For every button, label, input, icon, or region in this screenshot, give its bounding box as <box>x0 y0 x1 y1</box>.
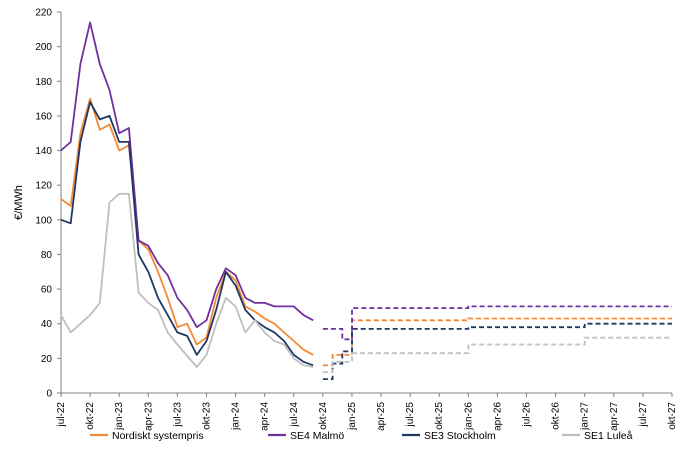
series-line-forecast <box>322 305 672 341</box>
series-line-historical <box>60 101 314 367</box>
y-tick-label: 0 <box>46 389 52 400</box>
legend-label: SE3 Stockholm <box>424 430 496 442</box>
x-tick-label: jul-24 <box>289 402 300 428</box>
y-tick-label: 80 <box>41 250 53 261</box>
axes: 0 20 40 60 80 100 120 140 160 180 200 220 €/MWh jul-2… <box>13 8 678 431</box>
y-tick-label: 120 <box>35 181 52 192</box>
x-tick-label: apr-23 <box>143 402 154 431</box>
series-line-forecast <box>322 322 672 380</box>
x-tick-label: apr-24 <box>260 402 271 431</box>
x-tick-label: jan-25 <box>347 402 358 431</box>
x-tick-label: okt-26 <box>551 402 562 430</box>
y-tick-label: 220 <box>35 8 52 19</box>
y-tick-label: 40 <box>41 319 53 330</box>
x-tick-label: okt-22 <box>85 402 96 430</box>
x-tick-label: jul-23 <box>172 402 183 428</box>
legend-label: SE4 Malmö <box>290 430 344 442</box>
x-tick-label: jan-24 <box>231 402 242 431</box>
x-tick-label: okt-27 <box>667 402 678 430</box>
x-tick-label: jul-26 <box>522 402 533 428</box>
series-line-historical <box>60 97 314 356</box>
y-tick-label: 140 <box>35 146 52 157</box>
x-tick-label: apr-26 <box>492 402 503 431</box>
y-tick-label: 20 <box>41 354 53 365</box>
x-tick-label: jul-27 <box>638 402 649 428</box>
legend-label: SE1 Luleå <box>584 430 633 442</box>
x-tick-label: jul-25 <box>405 402 416 428</box>
x-tick-label: jan-23 <box>114 402 125 431</box>
y-axis-title: €/MWh <box>13 185 25 220</box>
x-tick-label: okt-24 <box>318 402 329 430</box>
y-tick-label: 60 <box>41 285 53 296</box>
y-tick-label: 100 <box>35 215 52 226</box>
y-tick-label: 200 <box>35 42 52 53</box>
x-tick-label: jul-22 <box>56 402 67 428</box>
legend-label: Nordiskt systempris <box>112 430 204 442</box>
y-tick-label: 160 <box>35 111 52 122</box>
series-line-forecast <box>322 336 672 374</box>
x-tick-label: apr-25 <box>376 402 387 431</box>
series-lines <box>60 21 672 380</box>
series-line-historical <box>60 192 314 368</box>
series-line-forecast <box>322 317 672 367</box>
x-tick-label: apr-27 <box>609 402 620 431</box>
legend: Nordiskt systempris SE4 Malmö SE3 Stockhol… <box>90 430 633 442</box>
series-line-historical <box>60 21 314 329</box>
x-tick-label: jan-26 <box>463 402 474 431</box>
x-tick-label: okt-23 <box>201 402 212 430</box>
x-tick-label: jan-27 <box>580 402 591 431</box>
x-tick-label: okt-25 <box>434 402 445 430</box>
y-tick-label: 180 <box>35 77 52 88</box>
